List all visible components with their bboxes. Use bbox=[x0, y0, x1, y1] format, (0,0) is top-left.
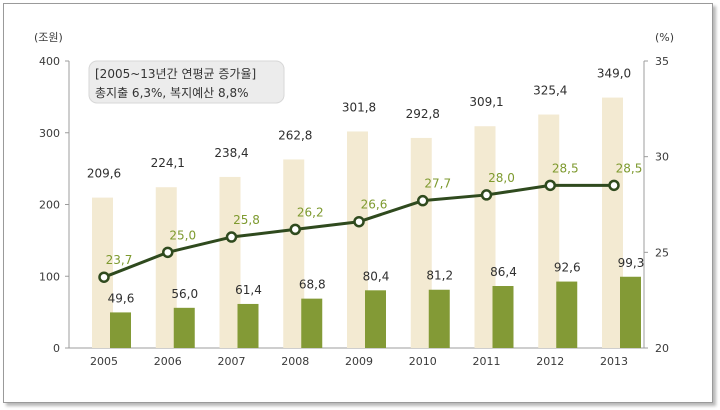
welfare-budget-label: 92,6 bbox=[554, 261, 581, 275]
right-axis-tick-label: 30 bbox=[655, 151, 669, 164]
welfare-budget-bar bbox=[492, 286, 514, 348]
total-expenditure-label: 292,8 bbox=[406, 107, 440, 121]
total-expenditure-bar bbox=[474, 126, 496, 348]
total-expenditure-label: 309,1 bbox=[469, 95, 503, 109]
welfare-share-point bbox=[417, 194, 429, 207]
total-expenditure-label: 301,8 bbox=[342, 100, 376, 114]
welfare-budget-label: 49,6 bbox=[108, 291, 135, 305]
welfare-budget-bar bbox=[428, 289, 450, 348]
welfare-share-label: 26,2 bbox=[297, 205, 324, 219]
welfare-budget-bar bbox=[556, 281, 578, 348]
total-expenditure-bar bbox=[538, 114, 560, 348]
left-axis-tick-label: 0 bbox=[53, 342, 60, 355]
annotation-box: [2005~13년간 연평균 증가율] 총지출 6,3%, 복지예산 8,8% bbox=[88, 60, 285, 104]
welfare-budget-bar bbox=[365, 290, 386, 348]
x-axis-tick-label: 2011 bbox=[473, 355, 501, 368]
welfare-budget-bar bbox=[237, 303, 259, 348]
chart-marks: 209,6 224,1 238,4 262,8 301,8 292,8 309,1 325,4… bbox=[87, 67, 645, 348]
welfare-budget-label: 99,3 bbox=[618, 256, 645, 270]
total-expenditure-bar bbox=[410, 137, 432, 348]
x-axis-tick-label: 2007 bbox=[218, 355, 246, 368]
welfare-share-point bbox=[353, 215, 365, 228]
welfare-budget-label: 80,4 bbox=[363, 269, 390, 283]
x-axis-tick-label: 2005 bbox=[90, 355, 118, 368]
axes: (조원) (%) 0 100 200 300 400 20 25 30 35 2005 2006 20… bbox=[34, 31, 674, 368]
total-expenditure-label: 325,4 bbox=[533, 84, 567, 98]
total-expenditure-label: 224,1 bbox=[151, 156, 185, 170]
right-axis-tick-label: 20 bbox=[655, 342, 669, 355]
x-axis-tick-label: 2009 bbox=[345, 355, 373, 368]
left-axis-tick-label: 400 bbox=[39, 55, 60, 68]
welfare-share-point bbox=[162, 246, 174, 259]
left-axis-unit: (조원) bbox=[34, 31, 63, 44]
welfare-budget-label: 61,4 bbox=[235, 283, 262, 297]
total-expenditure-bar bbox=[219, 176, 241, 348]
welfare-budget-bar bbox=[110, 312, 131, 348]
left-axis-tick-label: 200 bbox=[39, 199, 60, 212]
welfare-share-point bbox=[289, 223, 301, 236]
x-axis-tick-label: 2008 bbox=[281, 355, 309, 368]
left-axis-tick-label: 100 bbox=[39, 270, 60, 283]
welfare-share-point bbox=[225, 231, 238, 243]
welfare-share-label: 26,6 bbox=[361, 198, 388, 212]
welfare-share-label: 28,5 bbox=[616, 161, 643, 175]
welfare-share-point bbox=[544, 179, 556, 192]
welfare-budget-label: 56,0 bbox=[171, 287, 198, 301]
total-expenditure-label: 238,4 bbox=[214, 146, 248, 160]
welfare-share-label: 27,7 bbox=[424, 177, 451, 191]
annotation-line-1: [2005~13년간 연평균 증가율] bbox=[95, 67, 256, 81]
welfare-share-label: 25,8 bbox=[233, 213, 260, 227]
welfare-budget-bar bbox=[301, 298, 323, 348]
total-expenditure-label: 262,8 bbox=[278, 128, 312, 142]
right-axis-tick-label: 25 bbox=[655, 246, 669, 259]
welfare-share-point bbox=[608, 179, 620, 192]
chart-frame: (조원) (%) 0 100 200 300 400 20 25 30 35 2005 2006 20… bbox=[3, 3, 713, 403]
left-axis-tick-label: 300 bbox=[39, 127, 60, 140]
welfare-share-label: 23,7 bbox=[106, 253, 133, 267]
total-expenditure-bar bbox=[602, 97, 623, 348]
welfare-share-point bbox=[98, 271, 110, 283]
welfare-budget-label: 81,2 bbox=[426, 269, 453, 283]
welfare-budget-label: 86,4 bbox=[490, 265, 517, 279]
welfare-share-label: 25,0 bbox=[169, 228, 196, 242]
total-expenditure-label: 349,0 bbox=[597, 67, 631, 81]
welfare-budget-label: 68,8 bbox=[299, 278, 326, 292]
x-axis-tick-label: 2006 bbox=[154, 355, 182, 368]
x-axis-tick-label: 2010 bbox=[409, 355, 437, 368]
x-axis-tick-label: 2012 bbox=[536, 355, 564, 368]
welfare-share-label: 28,0 bbox=[488, 171, 515, 185]
annotation-line-2: 총지출 6,3%, 복지예산 8,8% bbox=[95, 86, 249, 100]
welfare-share-label: 28,5 bbox=[552, 161, 579, 175]
right-axis-tick-label: 35 bbox=[655, 55, 669, 68]
welfare-budget-bar bbox=[620, 276, 641, 348]
welfare-share-point bbox=[480, 189, 493, 201]
annotation-background bbox=[88, 60, 285, 104]
total-expenditure-bar bbox=[283, 159, 305, 348]
chart: (조원) (%) 0 100 200 300 400 20 25 30 35 2005 2006 20… bbox=[34, 31, 674, 368]
total-expenditure-bar bbox=[347, 131, 368, 348]
x-axis-tick-label: 2013 bbox=[600, 355, 628, 368]
total-expenditure-bar bbox=[155, 187, 177, 348]
right-axis-unit: (%) bbox=[655, 31, 674, 44]
total-expenditure-label: 209,6 bbox=[87, 167, 121, 181]
welfare-budget-bar bbox=[173, 307, 195, 348]
